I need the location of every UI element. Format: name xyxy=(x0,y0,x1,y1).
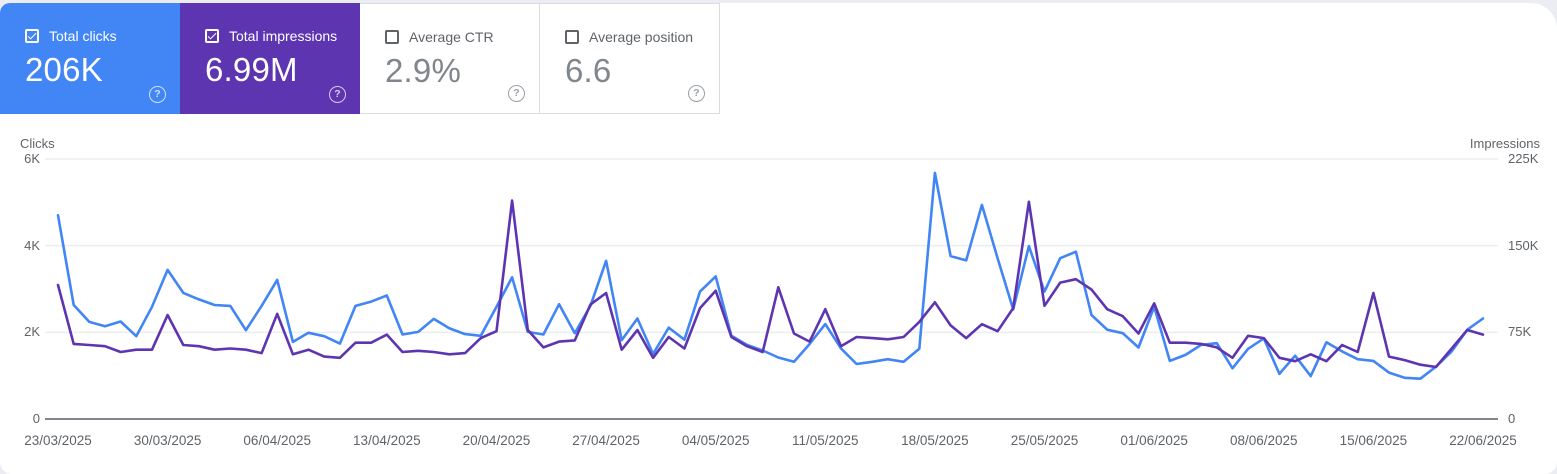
average-ctr-checkbox[interactable] xyxy=(385,30,399,44)
date-tick: 08/06/2025 xyxy=(1229,433,1298,448)
date-tick: 13/04/2025 xyxy=(353,433,421,448)
impressions-axis-title: Impressions xyxy=(1469,136,1540,151)
total-clicks-checkbox[interactable] xyxy=(25,29,39,43)
total-impressions-label: Total impressions xyxy=(229,28,338,44)
average-position-card[interactable]: Average position 6.6 ? xyxy=(540,3,720,114)
date-tick: 22/06/2025 xyxy=(1449,433,1517,448)
date-tick: 11/05/2025 xyxy=(792,433,859,448)
clicks-axis-tick: 0 xyxy=(32,411,40,426)
date-tick: 30/03/2025 xyxy=(133,433,202,448)
average-position-value: 6.6 xyxy=(565,52,612,89)
total-clicks-value: 206K xyxy=(25,51,103,88)
date-tick: 27/04/2025 xyxy=(572,433,640,448)
clicks-axis-tick: 6K xyxy=(24,151,40,166)
help-icon[interactable]: ? xyxy=(508,85,525,102)
average-ctr-card[interactable]: Average CTR 2.9% ? xyxy=(360,3,540,114)
average-ctr-label: Average CTR xyxy=(409,29,494,45)
clicks-line xyxy=(56,171,1485,381)
chart-canvas[interactable] xyxy=(0,3,1557,474)
date-tick: 04/05/2025 xyxy=(681,433,750,448)
impressions-axis-tick: 75K xyxy=(1508,324,1532,340)
date-tick: 18/05/2025 xyxy=(901,433,969,448)
date-tick: 25/05/2025 xyxy=(1010,433,1079,448)
date-tick: 01/06/2025 xyxy=(1120,433,1188,448)
performance-chart: Clicks Impressions 0 2K 4K 6K 0 75K 150K 225K 23… xyxy=(0,3,1557,474)
total-impressions-checkbox[interactable] xyxy=(205,29,219,43)
clicks-axis-title: Clicks xyxy=(20,136,55,151)
help-icon[interactable]: ? xyxy=(329,86,346,103)
help-icon[interactable]: ? xyxy=(688,85,705,102)
date-tick: 06/04/2025 xyxy=(243,433,311,448)
average-ctr-value: 2.9% xyxy=(385,52,462,89)
metric-cards: Total clicks 206K ? Total impressions 6.… xyxy=(0,3,720,114)
total-clicks-card[interactable]: Total clicks 206K ? xyxy=(0,3,180,114)
impressions-axis-tick: 150K xyxy=(1508,237,1539,253)
impressions-axis-tick: 225K xyxy=(1508,151,1539,166)
total-impressions-card[interactable]: Total impressions 6.99M ? xyxy=(180,3,360,114)
date-tick: 15/06/2025 xyxy=(1339,433,1408,448)
average-position-label: Average position xyxy=(589,29,694,45)
clicks-axis-tick: 2K xyxy=(24,324,40,340)
impressions-axis-tick: 0 xyxy=(1508,411,1516,426)
performance-panel: Total clicks 206K ? Total impressions 6.… xyxy=(0,3,1557,474)
help-icon[interactable]: ? xyxy=(149,86,166,103)
clicks-axis-tick: 4K xyxy=(24,237,40,253)
total-clicks-label: Total clicks xyxy=(49,28,117,44)
date-tick: 23/03/2025 xyxy=(24,433,92,448)
total-impressions-value: 6.99M xyxy=(205,51,298,88)
average-position-checkbox[interactable] xyxy=(565,30,579,44)
impressions-line xyxy=(56,199,1485,369)
date-tick: 20/04/2025 xyxy=(462,433,531,448)
